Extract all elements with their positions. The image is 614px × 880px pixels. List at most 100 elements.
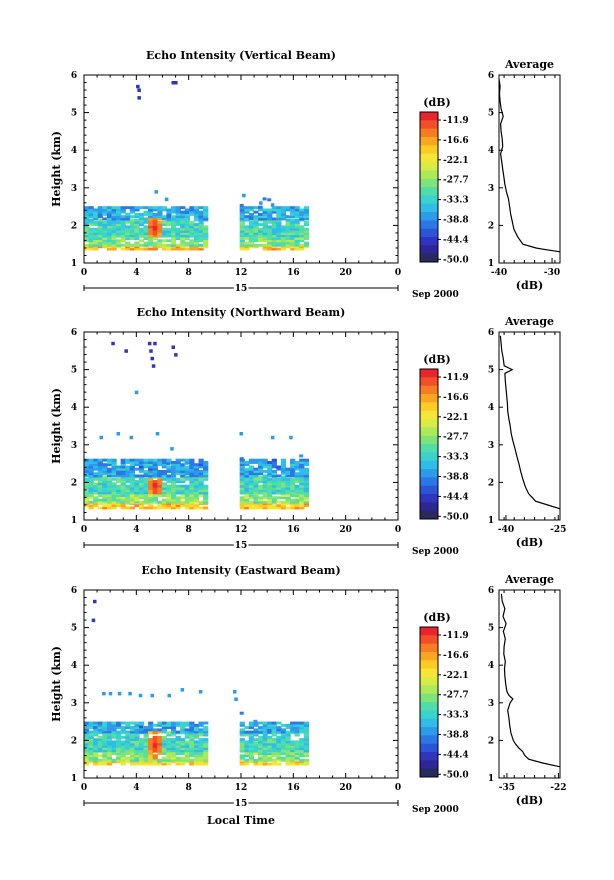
echo-cell — [189, 472, 195, 476]
echo-cell — [138, 480, 145, 483]
echo-cell — [285, 738, 291, 741]
echo-cell — [280, 477, 287, 481]
echo-cell — [193, 482, 200, 486]
echo-cell — [143, 498, 149, 502]
echo-cell — [97, 744, 103, 748]
echo-cell — [88, 458, 94, 462]
echo-cell — [189, 498, 195, 502]
colorbar-swatch — [420, 693, 438, 703]
echo-cell — [303, 484, 309, 488]
echo-cell — [290, 721, 296, 725]
echo-cell — [271, 752, 277, 755]
echo-cell — [148, 458, 154, 462]
echo-cell — [138, 758, 145, 762]
colorbar-swatch — [420, 220, 438, 230]
echo-cell — [184, 728, 190, 732]
echo-cell — [248, 465, 254, 469]
echo-cell — [203, 470, 209, 473]
echo-cell — [280, 475, 287, 479]
echo-cell — [152, 472, 158, 476]
echo-cell — [267, 756, 273, 760]
echo-cell — [180, 210, 186, 214]
echo-cell — [116, 223, 122, 226]
echo-cell — [267, 486, 273, 490]
echo-cell — [271, 749, 277, 753]
echo-cell — [271, 504, 277, 508]
echo-cell — [116, 239, 122, 243]
echo-cell — [258, 486, 264, 490]
echo-cell — [88, 467, 94, 471]
echo-cell — [203, 477, 209, 481]
echo-cell — [148, 463, 154, 467]
echo-cell — [253, 461, 259, 464]
echo-cell — [152, 740, 158, 744]
profile-frame — [498, 74, 561, 264]
y-tick-label: 5 — [71, 109, 77, 119]
echo-cell — [203, 752, 209, 755]
echo-cell — [180, 486, 186, 490]
echo-cell — [143, 237, 149, 240]
echo-cell — [157, 463, 163, 467]
echo-cell — [166, 762, 172, 766]
echo-cell — [290, 208, 296, 212]
echo-cell — [294, 506, 300, 510]
echo-cell — [175, 461, 181, 464]
echo-cell — [106, 500, 113, 504]
echo-cell — [175, 742, 181, 746]
echo-cell — [248, 229, 254, 233]
echo-cell — [299, 245, 305, 249]
echo-cell — [290, 760, 296, 764]
echo-cell — [193, 234, 200, 238]
echo-cell — [148, 472, 154, 476]
echo-cell — [244, 749, 250, 753]
echo-cell — [106, 747, 113, 751]
echo-cell — [239, 225, 245, 229]
echo-cell — [184, 215, 190, 219]
echo-cell — [290, 227, 296, 231]
echo-cell — [193, 470, 200, 473]
echo-cell — [171, 229, 177, 233]
echo-cell — [184, 225, 190, 229]
echo-cell — [148, 494, 154, 497]
echo-cell — [299, 229, 305, 233]
echo-cell — [102, 498, 108, 502]
echo-cell — [244, 208, 250, 212]
colorbar-swatch — [420, 245, 438, 255]
echo-cell — [198, 247, 204, 251]
colorbar-swatch — [420, 660, 438, 670]
echo-cell — [84, 225, 90, 229]
echo-cell — [276, 762, 282, 766]
profile-y-tick-label: 4 — [488, 403, 494, 413]
echo-cell — [198, 232, 204, 236]
echo-cell — [129, 760, 135, 764]
echo-cell — [152, 480, 158, 483]
echo-cell — [258, 735, 264, 739]
echo-cell — [290, 474, 296, 478]
echo-cell — [180, 738, 186, 741]
echo-cell — [267, 730, 273, 734]
echo-cell — [161, 742, 167, 746]
echo-cell — [280, 489, 287, 493]
echo-cell — [129, 247, 135, 251]
echo-cell — [244, 461, 250, 464]
echo-cell — [239, 489, 245, 493]
echo-cell — [180, 227, 186, 231]
echo-cell — [271, 721, 277, 725]
echo-cell — [285, 754, 291, 758]
echo-cell — [134, 758, 140, 762]
colorbar-label: -16.6 — [443, 136, 469, 146]
echo-cell — [171, 227, 177, 231]
colorbar-frame — [419, 626, 439, 778]
echo-cell — [84, 758, 90, 762]
echo-cell — [303, 498, 309, 502]
echo-cell — [180, 232, 186, 236]
echo-cell — [280, 730, 287, 734]
echo-cell — [262, 728, 268, 732]
echo-cell — [271, 506, 277, 510]
echo-cell — [106, 738, 113, 741]
echo-cell — [193, 730, 200, 734]
echo-cell — [148, 480, 154, 483]
echo-cell — [152, 496, 158, 500]
echo-cell — [120, 234, 126, 238]
echo-cell — [84, 223, 90, 226]
